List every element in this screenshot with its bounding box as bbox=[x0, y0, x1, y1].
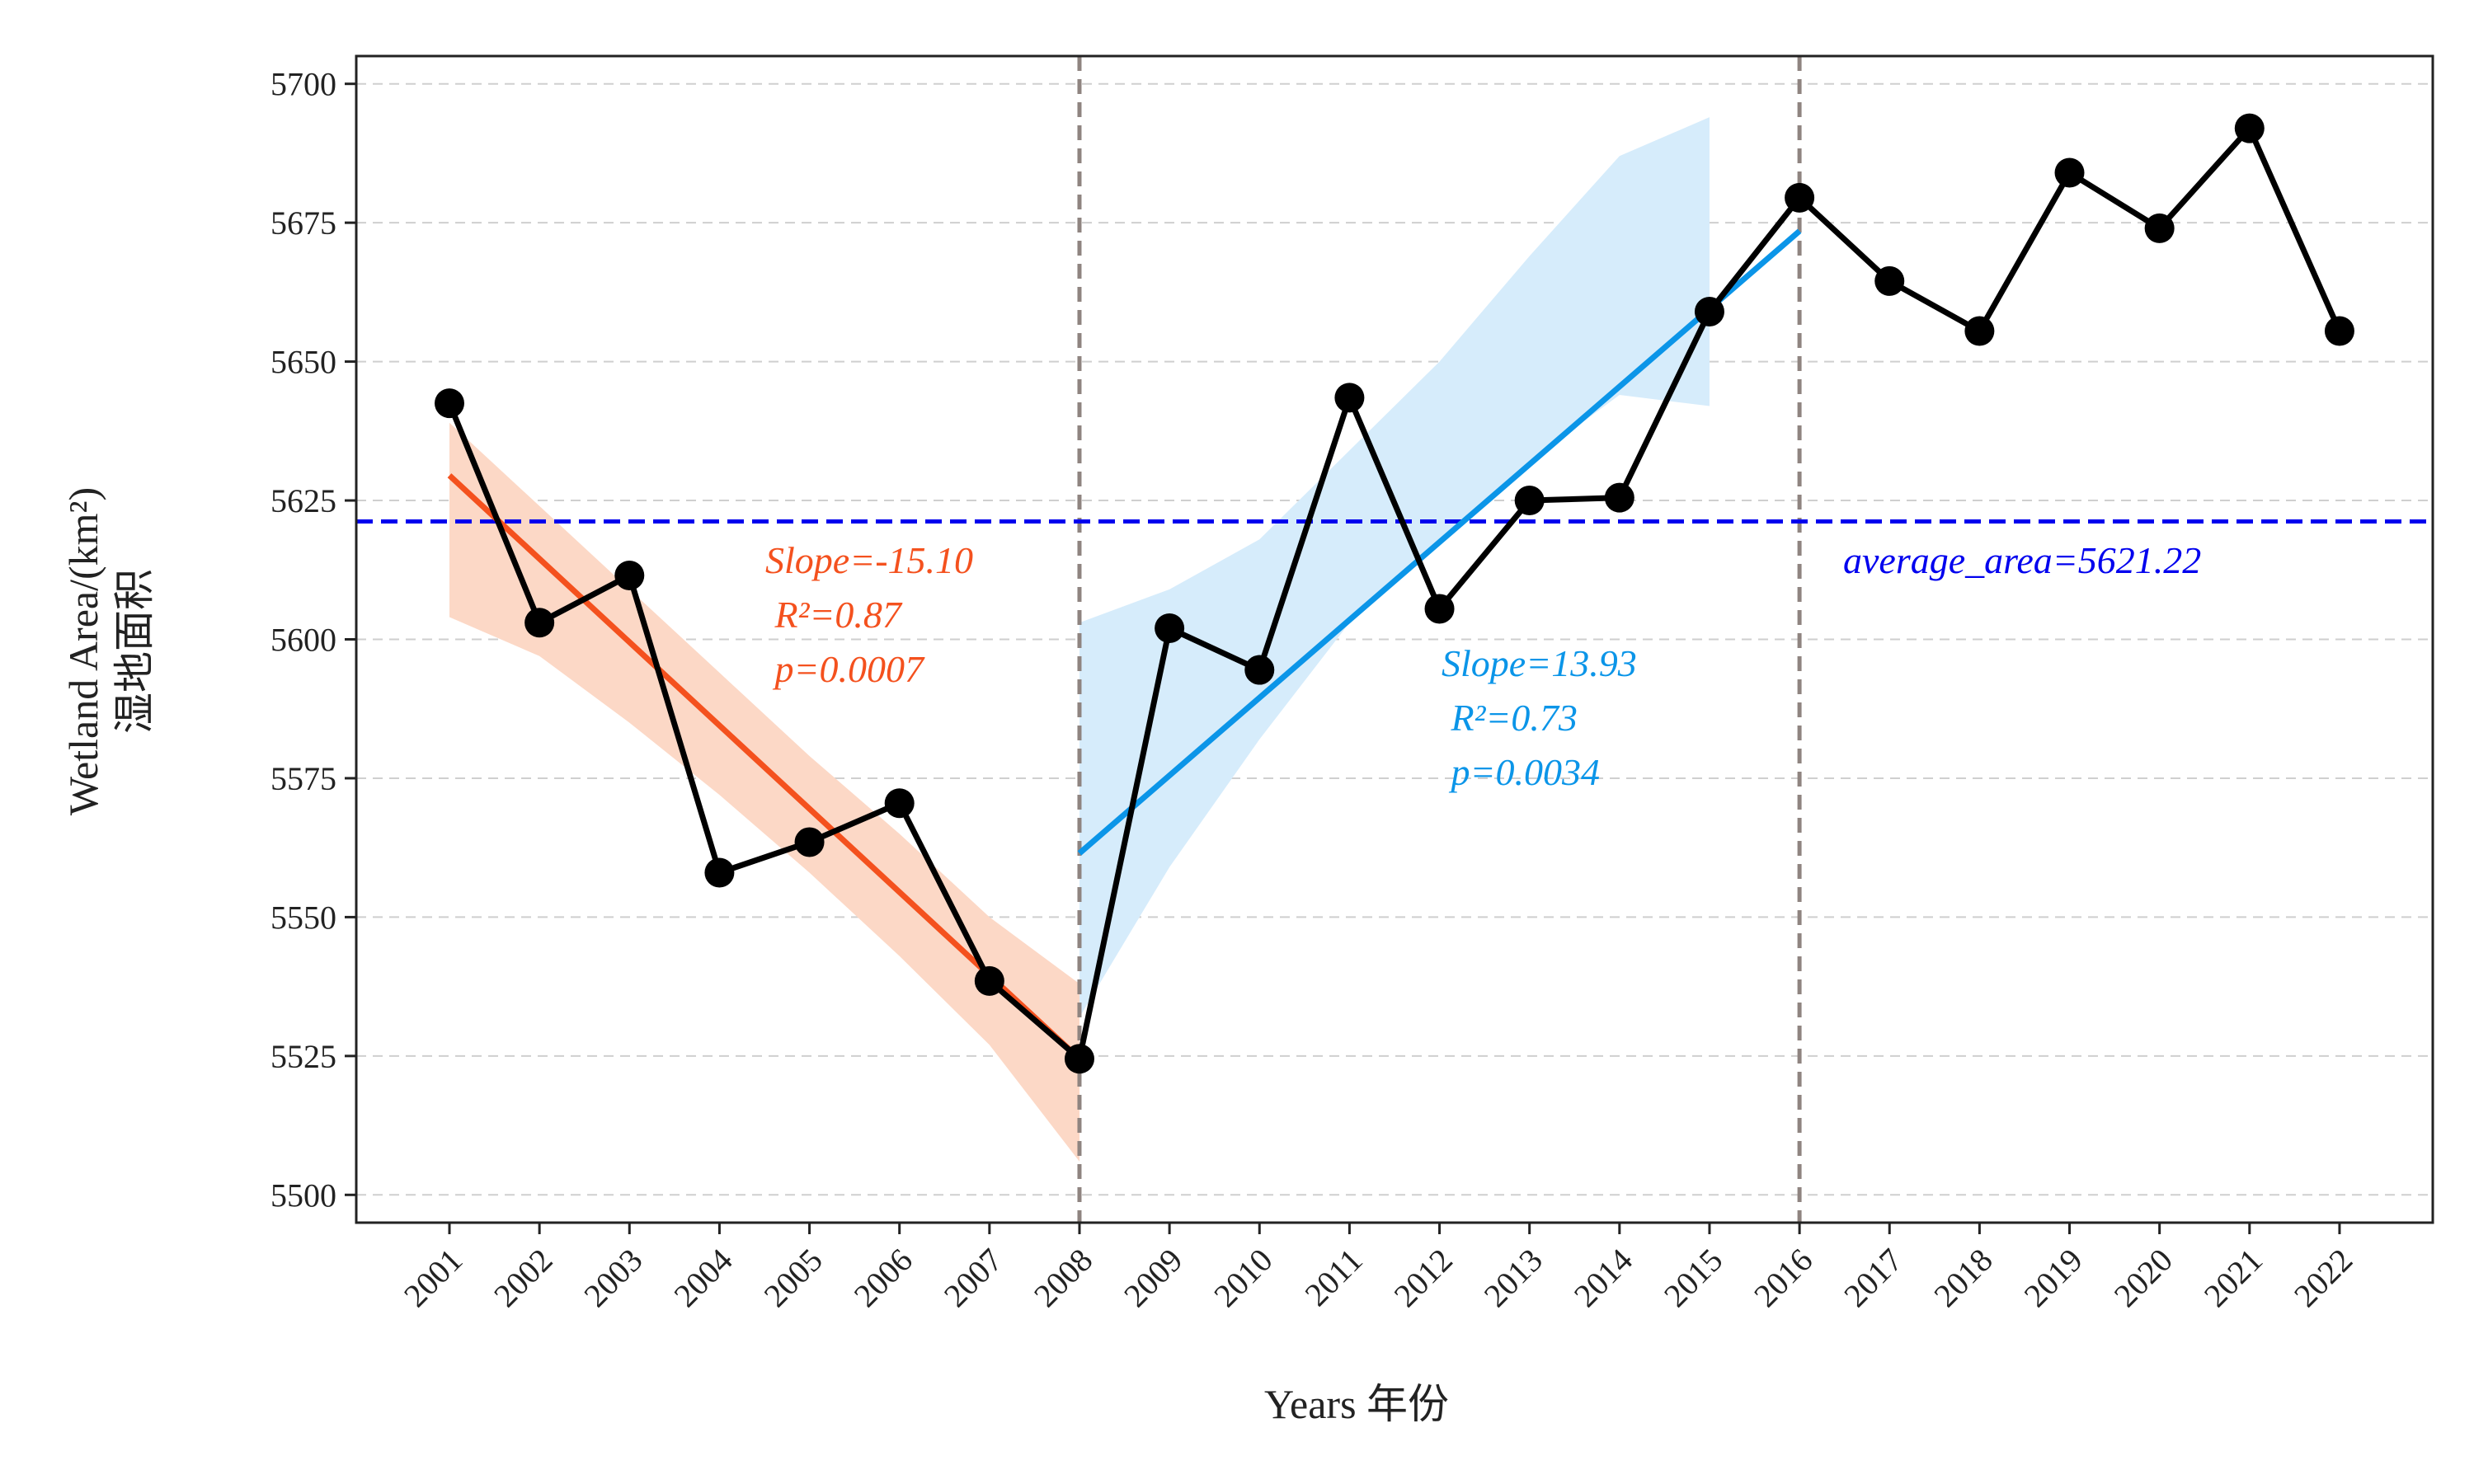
trend-annotation: p=0.0034 bbox=[1442, 751, 1600, 793]
confidence-bands bbox=[449, 117, 1710, 1162]
x-tick-label: 2007 bbox=[937, 1242, 1009, 1314]
x-tick-label: 2020 bbox=[2107, 1242, 2180, 1314]
data-point bbox=[1064, 1044, 1094, 1074]
data-point bbox=[2144, 213, 2175, 243]
y-tick-label: 5525 bbox=[270, 1038, 336, 1075]
x-tick-label: 2019 bbox=[2016, 1242, 2089, 1314]
confidence-band bbox=[1079, 117, 1710, 1017]
plot-frame bbox=[355, 54, 2434, 1224]
data-point bbox=[1694, 296, 1724, 326]
x-tick-label: 2018 bbox=[1926, 1242, 1999, 1314]
x-tick-label: 2016 bbox=[1747, 1242, 1819, 1314]
x-tick-label: 2001 bbox=[397, 1242, 469, 1314]
series-line bbox=[446, 125, 2343, 1062]
trend-annotation: Slope=-15.10 bbox=[765, 539, 973, 581]
y-axis-title-line1: Wetland Area/(km²) bbox=[60, 487, 106, 815]
x-tick-label: 2006 bbox=[847, 1242, 920, 1314]
x-tick-label: 2009 bbox=[1117, 1242, 1189, 1314]
data-point bbox=[1604, 482, 1634, 513]
data-point bbox=[974, 965, 1004, 996]
x-tick-label: 2021 bbox=[2197, 1242, 2269, 1314]
y-tick-label: 5600 bbox=[270, 622, 336, 659]
data-point bbox=[1424, 594, 1455, 624]
data-series bbox=[435, 113, 2354, 1074]
y-tick-label: 5500 bbox=[270, 1176, 336, 1214]
data-point bbox=[2324, 316, 2354, 346]
trend-line bbox=[1077, 228, 1802, 856]
x-tick-label: 2011 bbox=[1297, 1242, 1369, 1313]
trend-annotation: Slope=13.93 bbox=[1442, 642, 1637, 684]
trend-annotation: R²=0.73 bbox=[1442, 697, 1578, 739]
y-tick-label: 5650 bbox=[270, 344, 336, 381]
data-point bbox=[1334, 383, 1365, 413]
data-point bbox=[524, 608, 555, 638]
x-tick-label: 2010 bbox=[1206, 1242, 1279, 1314]
x-tick-label: 2014 bbox=[1567, 1242, 1639, 1314]
x-tick-label: 2022 bbox=[2287, 1242, 2359, 1314]
y-tick-label: 5700 bbox=[270, 66, 336, 103]
x-axis-title: Years 年份 bbox=[1264, 1381, 1449, 1427]
data-point bbox=[435, 388, 464, 419]
y-tick-label: 5550 bbox=[270, 899, 336, 936]
data-point bbox=[704, 857, 735, 888]
trend-lines bbox=[447, 228, 1802, 1061]
trend-annotation: p=0.0007 bbox=[765, 648, 925, 690]
y-tick-label: 5625 bbox=[270, 482, 336, 519]
x-tick-label: 2017 bbox=[1837, 1242, 1909, 1314]
x-tick-label: 2004 bbox=[666, 1242, 739, 1314]
data-point bbox=[614, 561, 645, 591]
data-point bbox=[1874, 265, 1905, 296]
trend-annotation: R²=0.87 bbox=[765, 594, 903, 636]
x-tick-label: 2012 bbox=[1387, 1242, 1460, 1314]
data-point bbox=[1514, 486, 1545, 516]
data-point bbox=[1155, 613, 1185, 644]
y-axis-title-line2: 湿地面积 bbox=[111, 569, 158, 734]
data-point bbox=[1244, 655, 1275, 685]
data-point bbox=[884, 788, 915, 819]
x-tick-label: 2015 bbox=[1657, 1242, 1729, 1314]
y-tick-label: 5575 bbox=[270, 760, 336, 797]
x-tick-label: 2005 bbox=[757, 1242, 830, 1314]
trend-line bbox=[447, 473, 1082, 1061]
confidence-band bbox=[449, 422, 1079, 1162]
data-point bbox=[794, 827, 825, 857]
data-point bbox=[2054, 157, 2085, 188]
data-point bbox=[1785, 182, 1815, 213]
annotations: Slope=-15.10 R²=0.87 p=0.0007 Slope=13.93… bbox=[765, 539, 2201, 793]
x-tick-label: 2008 bbox=[1027, 1242, 1099, 1314]
breakpoint-lines bbox=[1077, 56, 1802, 1223]
y-tick-label: 5675 bbox=[270, 204, 336, 242]
data-point bbox=[2234, 113, 2265, 143]
x-tick-label: 2003 bbox=[576, 1242, 649, 1314]
average-annotation: average_area=5621.22 bbox=[1843, 539, 2201, 581]
x-tick-label: 2013 bbox=[1477, 1242, 1550, 1314]
x-tick-label: 2002 bbox=[487, 1242, 559, 1314]
data-point bbox=[1964, 316, 1995, 346]
